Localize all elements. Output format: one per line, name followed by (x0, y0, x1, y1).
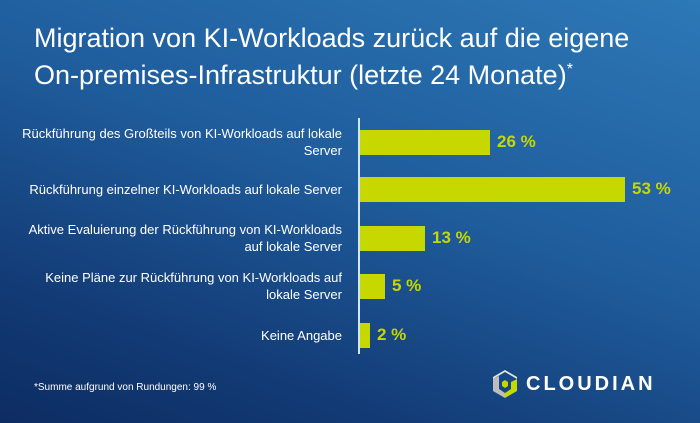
category-label: Aktive Evaluierung der Rückführung von K… (28, 222, 342, 254)
value-label: 13 % (432, 228, 471, 247)
cloudian-cube-icon (493, 370, 517, 398)
cloudian-logo: CLOUDIAN (492, 369, 656, 399)
value-label: 26 % (497, 132, 536, 151)
bar (360, 176, 625, 202)
category-label: Rückführung des Großteils von KI-Workloa… (22, 126, 342, 158)
bar (360, 273, 385, 299)
bar (360, 322, 370, 348)
category-label: Rückführung einzelner KI-Workloads auf l… (29, 181, 342, 197)
value-label: 5 % (392, 276, 422, 295)
chart-title: Migration von KI-Workloads zurück auf di… (34, 23, 630, 90)
bar (360, 225, 425, 251)
y-axis-line (358, 118, 360, 354)
value-label: 53 % (632, 179, 671, 198)
bar (360, 129, 490, 155)
value-label: 2 % (377, 325, 407, 344)
category-label: Keine Pläne zur Rückführung von KI-Workl… (45, 270, 342, 302)
category-label: Keine Angabe (261, 327, 342, 343)
footnote: *Summe aufgrund von Rundungen: 99 % (34, 382, 217, 393)
